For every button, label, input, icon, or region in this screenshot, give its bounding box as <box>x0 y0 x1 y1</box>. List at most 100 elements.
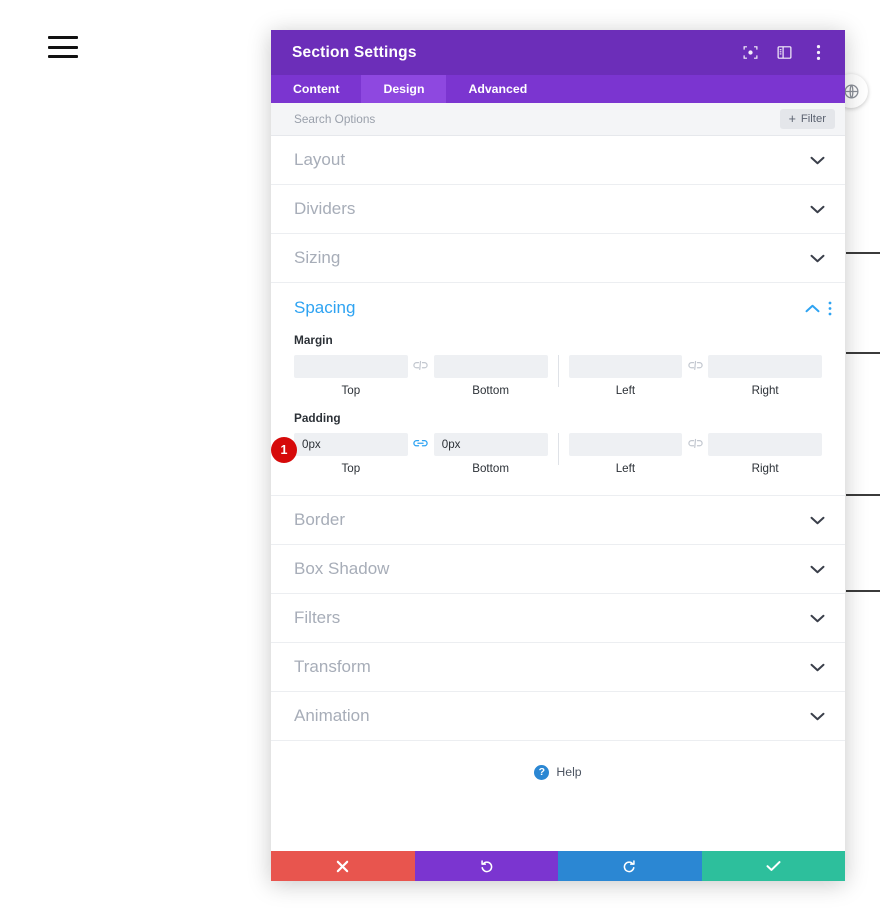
margin-bottom-field: Bottom <box>433 355 548 397</box>
section-label: Animation <box>294 706 370 725</box>
help-row[interactable]: ? Help <box>271 741 845 803</box>
focus-target-icon[interactable] <box>741 44 759 62</box>
padding-bottom-input[interactable] <box>433 433 548 456</box>
filter-label: Filter <box>800 113 826 125</box>
section-settings-panel: Section Settings <box>271 30 845 881</box>
padding-group: Padding 1 Top <box>271 411 845 475</box>
search-row: + Filter <box>271 103 845 136</box>
padding-horizontal-pair: Left Right <box>568 433 822 475</box>
margin-right-caption: Right <box>751 384 779 397</box>
section-label: Box Shadow <box>294 559 390 578</box>
margin-top-caption: Top <box>341 384 361 397</box>
padding-label: Padding <box>294 411 341 425</box>
cancel-button[interactable] <box>271 851 415 881</box>
section-label: Filters <box>294 608 341 627</box>
section-label: Sizing <box>294 248 341 267</box>
margin-bottom-caption: Bottom <box>472 384 509 397</box>
chevron-down-icon <box>810 516 825 525</box>
tab-bar: Content Design Advanced <box>271 75 845 103</box>
section-box-shadow[interactable]: Box Shadow <box>271 545 845 594</box>
field-divider <box>557 355 559 387</box>
background-rule <box>846 252 880 254</box>
margin-vertical-link-icon[interactable] <box>408 355 434 371</box>
padding-right-input[interactable] <box>708 433 822 456</box>
section-layout[interactable]: Layout <box>271 136 845 185</box>
panel-body[interactable]: Layout Dividers Sizing <box>271 136 845 851</box>
panel-header: Section Settings <box>271 30 845 75</box>
section-transform[interactable]: Transform <box>271 643 845 692</box>
filter-button[interactable]: + Filter <box>779 108 835 130</box>
section-spacing: Spacing Margin <box>271 283 845 496</box>
tab-design[interactable]: Design <box>361 75 447 103</box>
margin-fields: Top Bottom <box>294 355 822 397</box>
margin-left-field: Left <box>568 355 683 397</box>
padding-right-field: Right <box>708 433 822 475</box>
chevron-up-icon[interactable] <box>805 304 820 313</box>
margin-right-input[interactable] <box>708 355 822 378</box>
padding-horizontal-link-icon[interactable] <box>682 433 708 449</box>
undo-icon <box>481 859 493 872</box>
section-dividers[interactable]: Dividers <box>271 185 845 234</box>
header-icon-group <box>741 44 827 62</box>
padding-left-input[interactable] <box>568 433 683 456</box>
chevron-down-icon <box>810 712 825 721</box>
layout-panel-icon[interactable] <box>775 44 793 62</box>
section-label: Transform <box>294 657 371 676</box>
background-rule <box>846 494 880 496</box>
background-rule <box>846 352 880 354</box>
tab-content[interactable]: Content <box>293 82 340 96</box>
padding-top-input[interactable] <box>294 433 408 456</box>
check-icon <box>766 861 781 871</box>
section-spacing-header[interactable]: Spacing <box>271 283 845 333</box>
field-divider <box>557 433 559 465</box>
plus-icon: + <box>788 111 796 126</box>
padding-top-caption: Top <box>341 462 361 475</box>
globe-icon <box>843 83 859 99</box>
chevron-down-icon <box>810 614 825 623</box>
margin-group: Margin Top <box>271 333 845 397</box>
section-options-icon[interactable] <box>828 301 832 316</box>
chevron-down-icon <box>810 156 825 165</box>
tab-advanced[interactable]: Advanced <box>468 82 528 96</box>
padding-left-field: Left <box>568 433 683 475</box>
section-animation[interactable]: Animation <box>271 692 845 741</box>
section-border[interactable]: Border <box>271 496 845 545</box>
section-filters[interactable]: Filters <box>271 594 845 643</box>
margin-left-input[interactable] <box>568 355 683 378</box>
page-title: Section Settings <box>292 43 417 61</box>
margin-horizontal-pair: Left Right <box>568 355 822 397</box>
margin-bottom-input[interactable] <box>433 355 548 378</box>
save-button[interactable] <box>701 851 845 881</box>
section-label: Dividers <box>294 199 356 218</box>
section-label: Border <box>294 510 346 529</box>
redo-button[interactable] <box>558 851 702 881</box>
padding-bottom-field: Bottom <box>433 433 548 475</box>
section-sizing[interactable]: Sizing <box>271 234 845 283</box>
help-icon: ? <box>534 764 550 780</box>
margin-top-field: Top <box>294 355 408 397</box>
padding-vertical-pair: Top Bottom <box>294 433 548 475</box>
chevron-down-icon <box>810 565 825 574</box>
panel-footer <box>271 851 845 881</box>
hamburger-bar <box>48 36 78 39</box>
help-label: Help <box>556 765 582 779</box>
hamburger-bar <box>48 45 78 49</box>
search-input[interactable] <box>294 112 780 126</box>
margin-horizontal-link-icon[interactable] <box>682 355 708 371</box>
redo-icon <box>623 859 635 872</box>
margin-vertical-pair: Top Bottom <box>294 355 548 397</box>
padding-vertical-link-icon[interactable] <box>408 433 434 449</box>
more-options-icon[interactable] <box>809 44 827 62</box>
padding-bottom-caption: Bottom <box>472 462 509 475</box>
hamburger-menu-icon[interactable] <box>48 36 78 58</box>
margin-left-caption: Left <box>615 384 636 397</box>
padding-right-caption: Right <box>751 462 779 475</box>
undo-button[interactable] <box>414 851 558 881</box>
close-icon <box>336 860 349 872</box>
section-label: Spacing <box>294 298 356 317</box>
background-rule <box>846 590 880 592</box>
padding-top-field: Top <box>294 433 408 475</box>
hamburger-bar <box>48 55 78 58</box>
margin-top-input[interactable] <box>294 355 408 378</box>
